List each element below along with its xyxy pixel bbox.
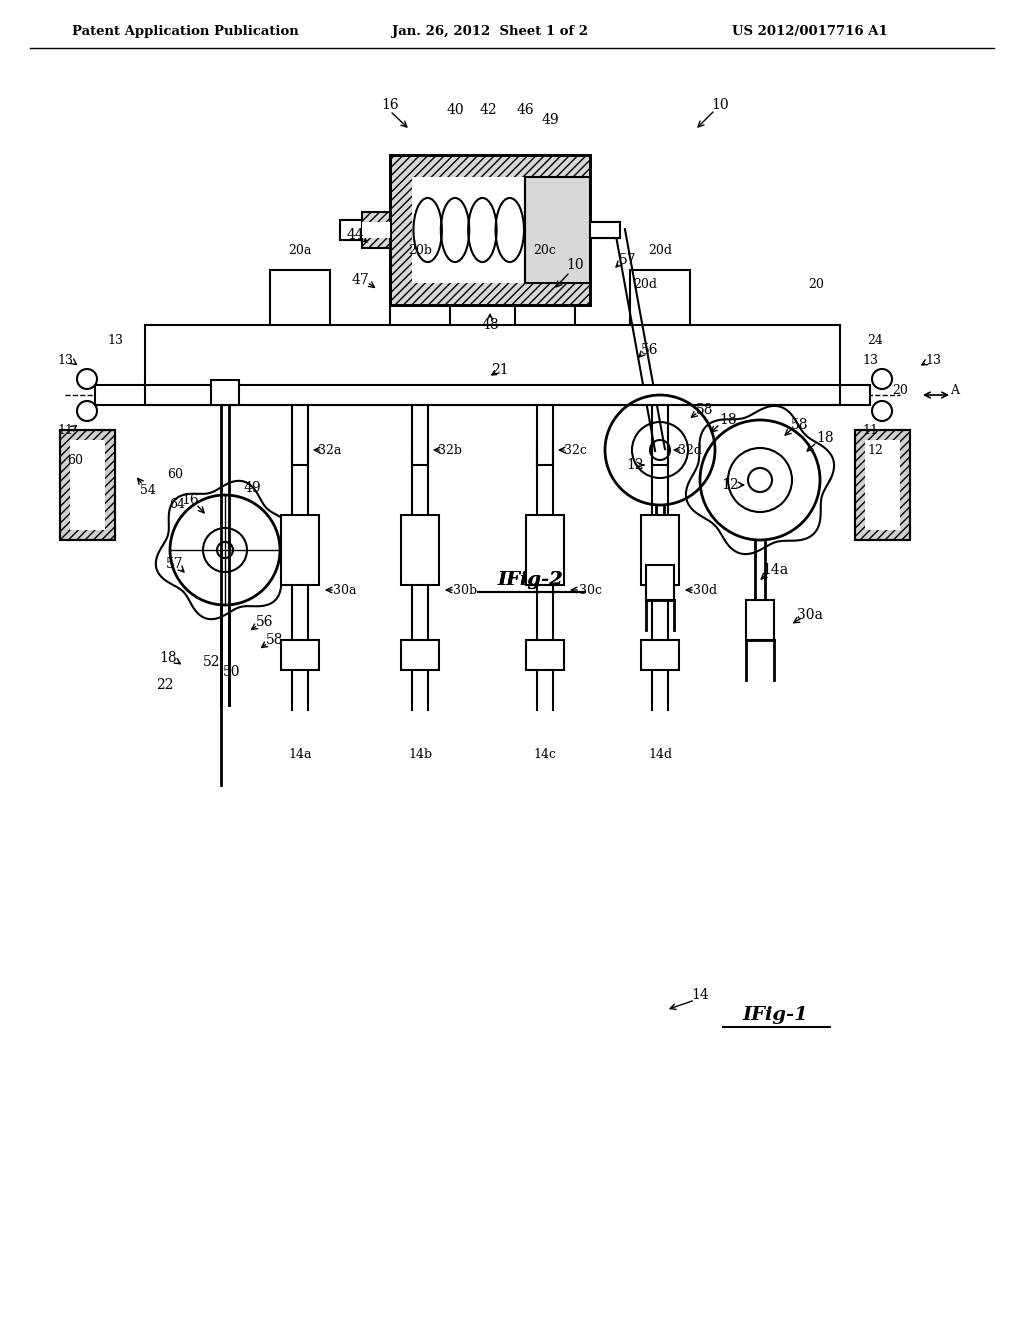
Text: 14c: 14c	[534, 748, 556, 762]
Text: 32d: 32d	[678, 444, 702, 457]
Text: IFig-2: IFig-2	[497, 572, 563, 589]
Text: 56: 56	[641, 343, 658, 356]
Text: 46: 46	[516, 103, 534, 117]
Text: 24: 24	[867, 334, 883, 346]
Text: 14a: 14a	[288, 748, 311, 762]
Text: 22: 22	[157, 678, 174, 692]
Text: 16: 16	[381, 98, 398, 112]
Text: 30a: 30a	[333, 583, 356, 597]
Text: 18: 18	[719, 413, 737, 426]
Text: 54: 54	[140, 483, 156, 496]
Text: 20b: 20b	[408, 243, 432, 256]
Bar	[390, 154, 590, 305]
Text: 20d: 20d	[648, 243, 672, 256]
Text: 20d: 20d	[633, 279, 657, 292]
Text: 14: 14	[691, 987, 709, 1002]
Text: 48: 48	[481, 318, 499, 333]
Text: 20: 20	[808, 279, 824, 292]
Text: 16: 16	[181, 492, 199, 507]
Text: 56: 56	[256, 615, 273, 630]
Bar	[211, 380, 239, 405]
Bar	[60, 430, 115, 540]
Text: Jan. 26, 2012  Sheet 1 of 2: Jan. 26, 2012 Sheet 1 of 2	[392, 25, 588, 38]
Text: 10: 10	[712, 98, 729, 112]
Bar	[590, 222, 620, 238]
Text: 11: 11	[57, 424, 73, 437]
Bar	[865, 440, 900, 531]
Text: 10: 10	[566, 257, 584, 272]
Bar	[95, 385, 870, 405]
Text: 42: 42	[479, 103, 497, 117]
Text: 20c: 20c	[534, 243, 556, 256]
Text: 44: 44	[346, 228, 364, 242]
Text: 12: 12	[867, 444, 883, 457]
Bar	[641, 640, 679, 671]
Text: 60: 60	[167, 469, 183, 482]
Text: 13: 13	[925, 354, 941, 367]
Text: IFig-1: IFig-1	[742, 1006, 808, 1024]
Text: 30a: 30a	[797, 609, 823, 622]
Text: 50: 50	[223, 665, 241, 678]
Bar	[746, 601, 774, 640]
Text: 12: 12	[627, 458, 644, 473]
Text: 30c: 30c	[579, 583, 601, 597]
Text: 58: 58	[696, 403, 714, 417]
Bar	[362, 213, 390, 248]
Text: 21: 21	[492, 363, 509, 378]
Bar	[525, 177, 590, 282]
Bar	[526, 640, 564, 671]
Text: IFig-2: IFig-2	[497, 572, 563, 589]
Text: 64: 64	[169, 499, 185, 511]
Text: 58: 58	[266, 634, 284, 647]
Text: 57: 57	[166, 557, 184, 572]
Text: 11: 11	[862, 424, 878, 437]
Bar	[855, 430, 910, 540]
Text: 30b: 30b	[453, 583, 477, 597]
Bar	[412, 177, 568, 282]
Text: 32b: 32b	[438, 444, 462, 457]
Text: 14b: 14b	[408, 748, 432, 762]
Bar	[281, 515, 319, 585]
Text: 18: 18	[816, 432, 834, 445]
Text: Patent Application Publication: Patent Application Publication	[72, 25, 298, 38]
Text: 52: 52	[203, 655, 221, 669]
Text: 13: 13	[862, 354, 878, 367]
Text: 49: 49	[243, 480, 261, 495]
Bar	[646, 565, 674, 601]
Text: 14a: 14a	[762, 564, 788, 577]
Text: 12: 12	[721, 478, 738, 492]
Text: 60: 60	[67, 454, 83, 466]
Bar	[855, 430, 910, 540]
Bar	[401, 640, 439, 671]
Bar	[281, 640, 319, 671]
Bar	[525, 177, 590, 282]
Text: 30d: 30d	[693, 583, 717, 597]
Text: 32c: 32c	[563, 444, 587, 457]
Bar	[362, 222, 390, 238]
Text: 20: 20	[892, 384, 908, 396]
Bar	[390, 154, 590, 305]
Text: A: A	[950, 384, 959, 396]
Text: 14d: 14d	[648, 748, 672, 762]
Bar	[526, 515, 564, 585]
Bar	[70, 440, 105, 531]
Text: 47: 47	[351, 273, 369, 286]
Bar	[340, 220, 362, 240]
Text: 13: 13	[106, 334, 123, 346]
Text: 13: 13	[57, 354, 73, 367]
Text: 49: 49	[542, 114, 559, 127]
Text: 58: 58	[792, 418, 809, 432]
Text: 20a: 20a	[289, 243, 311, 256]
Bar	[401, 515, 439, 585]
Bar	[641, 515, 679, 585]
Text: 32a: 32a	[318, 444, 342, 457]
Text: 57: 57	[620, 253, 637, 267]
Bar	[60, 430, 115, 540]
Text: 18: 18	[159, 651, 177, 665]
Text: US 2012/0017716 A1: US 2012/0017716 A1	[732, 25, 888, 38]
Text: 40: 40	[446, 103, 464, 117]
